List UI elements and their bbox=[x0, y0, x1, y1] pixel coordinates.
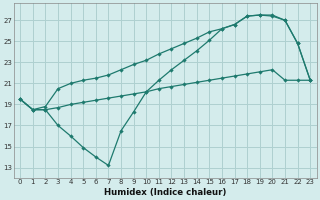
X-axis label: Humidex (Indice chaleur): Humidex (Indice chaleur) bbox=[104, 188, 226, 197]
